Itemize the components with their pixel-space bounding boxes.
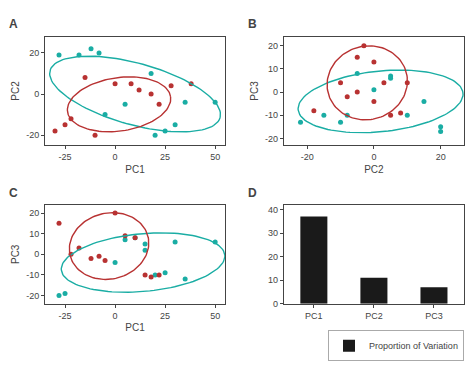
svg-text:PC1: PC1 (125, 164, 145, 175)
svg-text:-20: -20 (301, 152, 314, 162)
svg-text:25: 25 (160, 152, 170, 162)
svg-text:PC2: PC2 (365, 311, 383, 321)
svg-text:-25: -25 (59, 311, 72, 321)
svg-text:0: 0 (113, 152, 118, 162)
svg-text:PC3: PC3 (425, 311, 443, 321)
svg-text:PC1: PC1 (305, 311, 323, 321)
svg-text:50: 50 (210, 152, 220, 162)
svg-text:C: C (9, 186, 18, 200)
svg-text:-20: -20 (265, 134, 278, 144)
svg-text:25: 25 (160, 311, 170, 321)
svg-text:PC3: PC3 (10, 244, 21, 264)
svg-text:D: D (248, 186, 257, 200)
svg-text:0: 0 (34, 89, 39, 99)
svg-text:20: 20 (268, 252, 278, 262)
svg-text:B: B (248, 17, 257, 31)
svg-text:20: 20 (29, 208, 39, 218)
svg-text:40: 40 (268, 205, 278, 215)
svg-text:-20: -20 (26, 291, 39, 301)
svg-text:PC3: PC3 (249, 81, 260, 101)
svg-text:20: 20 (268, 41, 278, 51)
svg-text:-10: -10 (265, 110, 278, 120)
svg-text:10: 10 (268, 275, 278, 285)
svg-text:Proportion of Variation: Proportion of Variation (369, 341, 458, 351)
svg-text:0: 0 (273, 299, 278, 309)
svg-text:10: 10 (29, 229, 39, 239)
svg-text:-20: -20 (26, 130, 39, 140)
svg-text:30: 30 (268, 228, 278, 238)
svg-text:20: 20 (29, 48, 39, 58)
svg-text:PC1: PC1 (125, 322, 145, 333)
svg-text:0: 0 (371, 152, 376, 162)
svg-text:20: 20 (436, 152, 446, 162)
svg-text:PC2: PC2 (364, 164, 384, 175)
svg-text:-25: -25 (59, 152, 72, 162)
svg-text:A: A (9, 17, 18, 31)
svg-text:-10: -10 (26, 270, 39, 280)
svg-text:0: 0 (113, 311, 118, 321)
svg-text:0: 0 (273, 87, 278, 97)
svg-text:0: 0 (34, 249, 39, 259)
svg-text:50: 50 (210, 311, 220, 321)
svg-text:10: 10 (268, 64, 278, 74)
svg-text:PC2: PC2 (10, 81, 21, 101)
